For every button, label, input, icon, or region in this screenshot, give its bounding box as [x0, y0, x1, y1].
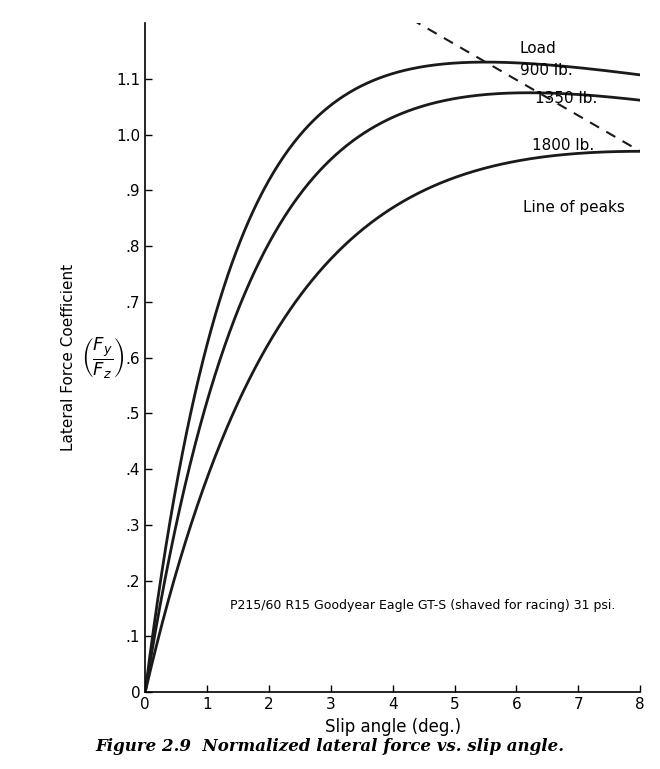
Text: P215/60 R15 Goodyear Eagle GT-S (shaved for racing) 31 psi.: P215/60 R15 Goodyear Eagle GT-S (shaved …: [230, 598, 615, 611]
Text: 900 lb.: 900 lb.: [519, 63, 572, 78]
Text: 1350 lb.: 1350 lb.: [535, 91, 597, 106]
Text: Figure 2.9  Normalized lateral force vs. slip angle.: Figure 2.9 Normalized lateral force vs. …: [96, 738, 564, 755]
X-axis label: Slip angle (deg.): Slip angle (deg.): [325, 717, 461, 735]
Text: 1800 lb.: 1800 lb.: [532, 138, 594, 153]
Text: $\left(\dfrac{F_y}{F_z}\right)$: $\left(\dfrac{F_y}{F_z}\right)$: [81, 335, 125, 380]
Text: Line of peaks: Line of peaks: [523, 199, 624, 215]
Text: Lateral Force Coefficient: Lateral Force Coefficient: [61, 264, 76, 451]
Text: Load: Load: [519, 41, 556, 55]
